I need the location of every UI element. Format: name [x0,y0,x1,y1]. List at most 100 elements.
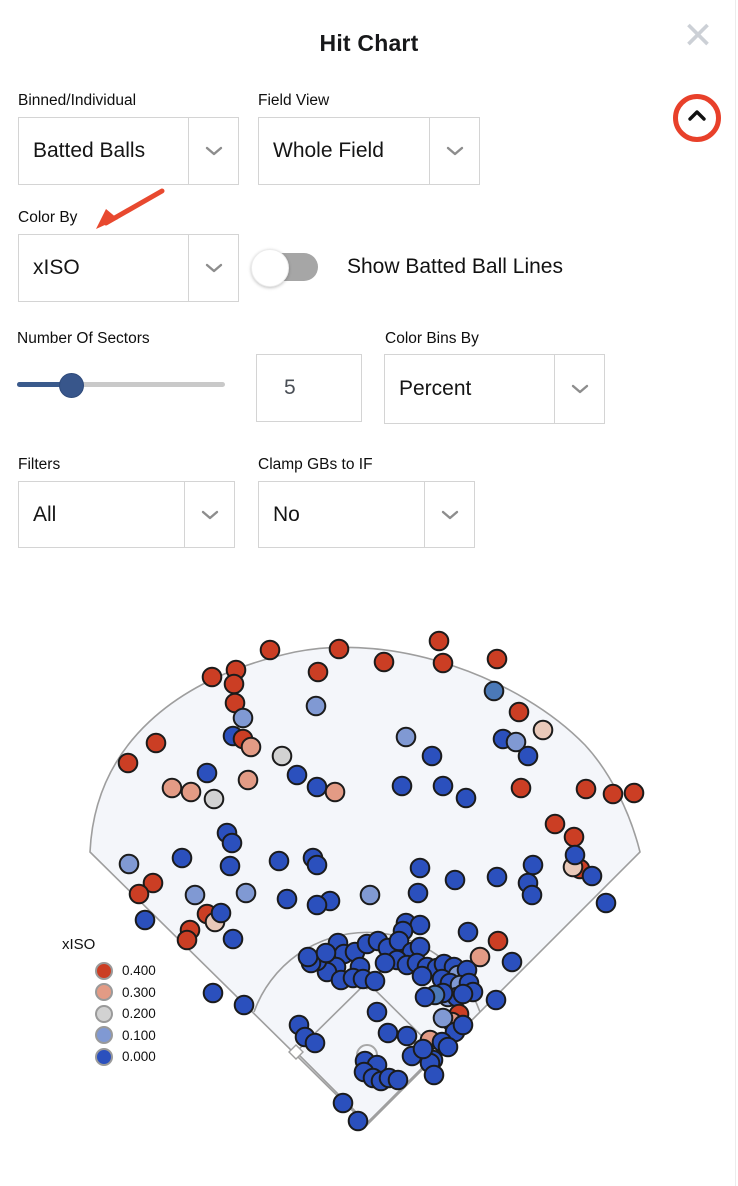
batted-ball-dot[interactable] [510,777,532,799]
batted-ball-dot[interactable] [222,928,244,950]
batted-ball-dot[interactable] [268,850,290,872]
field-view-select[interactable]: Whole Field [258,117,480,185]
batted-ball-dot[interactable] [306,894,328,916]
batted-ball-dot[interactable] [202,982,224,1004]
batted-ball-dot[interactable] [581,865,603,887]
batted-ball-dot[interactable] [432,652,454,674]
batted-ball-dot[interactable] [237,769,259,791]
batted-ball-dot[interactable] [304,1032,326,1054]
batted-ball-dot[interactable] [219,855,241,877]
collapse-panel-button[interactable] [673,94,721,142]
batted-ball-dot[interactable] [286,764,308,786]
batted-ball-dot[interactable] [595,892,617,914]
batted-ball-dot[interactable] [602,783,624,805]
batted-ball-dot[interactable] [221,832,243,854]
filters-select[interactable]: All [18,481,235,548]
batted-ball-dot[interactable] [271,745,293,767]
batted-ball-dot[interactable] [373,651,395,673]
batted-ball-dot[interactable] [469,946,491,968]
batted-ball-dot[interactable] [307,661,329,683]
batted-ball-dot[interactable] [437,1036,459,1058]
batted-ball-dot[interactable] [210,902,232,924]
batted-ball-dot[interactable] [396,1025,418,1047]
batted-ball-dot[interactable] [532,719,554,741]
batted-ball-dot[interactable] [486,648,508,670]
batted-ball-dot[interactable] [563,826,585,848]
batted-ball-dot[interactable] [505,731,527,753]
batted-ball-dot[interactable] [128,883,150,905]
batted-ball-dot[interactable] [483,680,505,702]
batted-ball-dot[interactable] [412,1038,434,1060]
batted-ball-dot[interactable] [501,951,523,973]
batted-ball-dot[interactable] [623,782,645,804]
batted-ball-dot[interactable] [432,775,454,797]
batted-ball-dot[interactable] [332,1092,354,1114]
batted-ball-dot[interactable] [487,930,509,952]
batted-ball-dot[interactable] [347,1110,369,1132]
batted-ball-dot[interactable] [233,994,255,1016]
batted-ball-dot[interactable] [374,952,396,974]
batted-ball-dot[interactable] [485,989,507,1011]
batted-ball-dot[interactable] [508,701,530,723]
batted-ball-dot[interactable] [201,666,223,688]
batted-ball-dot[interactable] [377,1022,399,1044]
batted-ball-dot[interactable] [161,777,183,799]
color-by-select[interactable]: xISO [18,234,239,302]
batted-ball-dots[interactable] [117,630,645,1132]
batted-ball-dot[interactable] [235,882,257,904]
batted-ball-dot[interactable] [423,1064,445,1086]
batted-ball-dot[interactable] [297,946,319,968]
batted-ball-dot[interactable] [409,914,431,936]
batted-ball-dot[interactable] [444,869,466,891]
batted-ball-dot[interactable] [452,983,474,1005]
batted-ball-dot[interactable] [196,762,218,784]
batted-ball-dot[interactable] [117,752,139,774]
batted-ball-dot[interactable] [232,707,254,729]
batted-ball-dot[interactable] [522,854,544,876]
binned-individual-select[interactable]: Batted Balls [18,117,239,185]
batted-ball-dot[interactable] [575,778,597,800]
toggle-knob[interactable] [251,249,289,287]
batted-ball-dot[interactable] [176,929,198,951]
batted-ball-dot[interactable] [276,888,298,910]
batted-ball-dot[interactable] [455,787,477,809]
batted-ball-dot[interactable] [134,909,156,931]
batted-ball-dot[interactable] [421,745,443,767]
sectors-number-input[interactable]: 5 [256,354,362,422]
batted-ball-dot[interactable] [315,942,337,964]
batted-ball-dot[interactable] [407,882,429,904]
batted-ball-dot[interactable] [306,854,328,876]
batted-ball-dot[interactable] [544,813,566,835]
batted-ball-dot[interactable] [387,1069,409,1091]
batted-ball-dot[interactable] [432,1007,454,1029]
batted-ball-dot[interactable] [180,781,202,803]
batted-ball-dot[interactable] [486,866,508,888]
batted-ball-dot[interactable] [259,639,281,661]
batted-ball-dot[interactable] [409,857,431,879]
clamp-gbs-select[interactable]: No [258,481,475,548]
batted-ball-dot[interactable] [521,884,543,906]
batted-ball-dot[interactable] [203,788,225,810]
batted-ball-dot[interactable] [411,965,433,987]
batted-ball-dot[interactable] [240,736,262,758]
close-icon[interactable]: ✕ [682,15,714,56]
batted-ball-dot[interactable] [564,844,586,866]
batted-ball-dot[interactable] [428,630,450,652]
batted-ball-dot[interactable] [223,673,245,695]
batted-ball-dot[interactable] [306,776,328,798]
batted-ball-dot[interactable] [184,884,206,906]
batted-ball-dot[interactable] [395,726,417,748]
batted-ball-dot[interactable] [391,775,413,797]
batted-ball-dot[interactable] [118,853,140,875]
batted-ball-dot[interactable] [364,970,386,992]
batted-ball-dot[interactable] [414,986,436,1008]
batted-ball-dot[interactable] [171,847,193,869]
color-bins-by-select[interactable]: Percent [384,354,605,424]
sectors-slider-track[interactable] [17,382,225,387]
batted-ball-dot[interactable] [452,1014,474,1036]
batted-ball-dot[interactable] [142,872,164,894]
batted-ball-dot[interactable] [324,781,346,803]
batted-ball-dot[interactable] [305,695,327,717]
batted-ball-dot[interactable] [145,732,167,754]
batted-ball-dot[interactable] [517,745,539,767]
